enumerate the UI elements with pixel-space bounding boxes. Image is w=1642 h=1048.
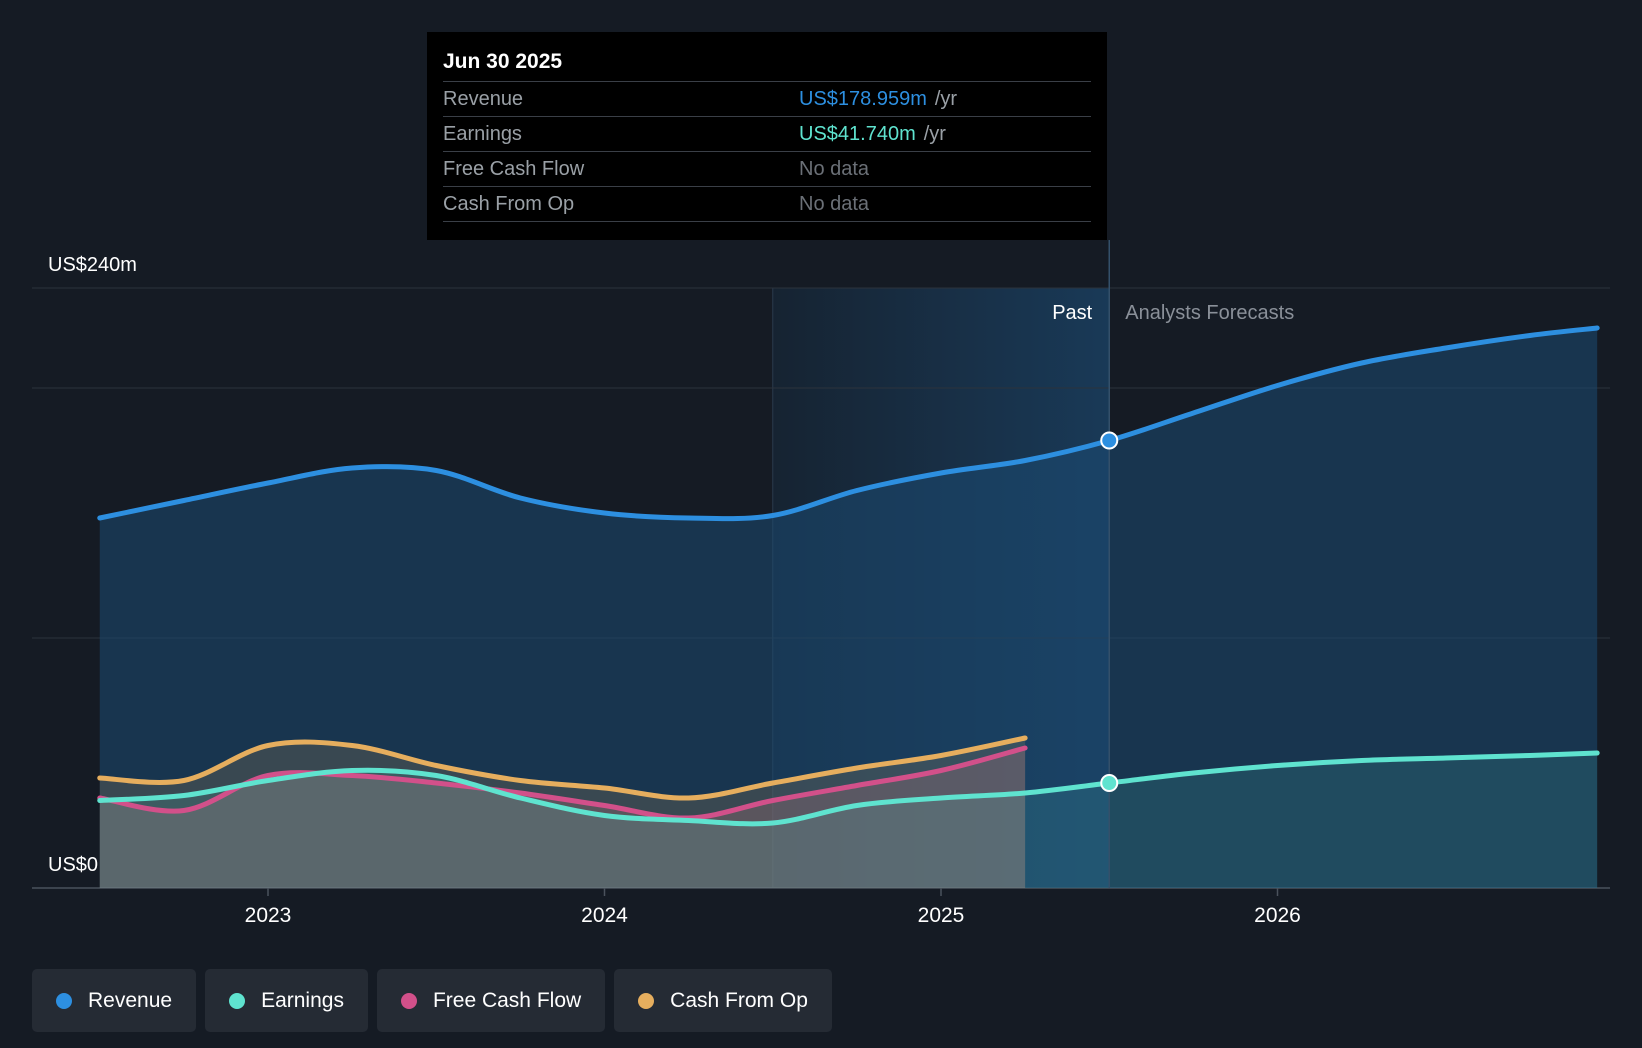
legend-label: Cash From Op	[670, 988, 808, 1012]
legend-label: Free Cash Flow	[432, 988, 582, 1012]
legend-item-revenue[interactable]: Revenue	[32, 969, 197, 1032]
legend-dot-icon	[400, 992, 417, 1009]
tooltip: Jun 30 2025 Revenue US$178.959m /yr Earn…	[427, 32, 1107, 240]
area-revenue	[99, 328, 1598, 888]
legend-item-free-cash-flow[interactable]: Free Cash Flow	[376, 969, 606, 1032]
x-tick-label: 2024	[581, 904, 628, 927]
marker-revenue	[1100, 431, 1119, 450]
line-cash-from-op	[97, 735, 1028, 801]
tooltip-row-cash-from-op: Cash From Op No data	[443, 186, 1091, 222]
line-earnings	[97, 750, 1600, 827]
x-tick-label: 2026	[1254, 904, 1301, 927]
tooltip-label: Cash From Op	[443, 192, 575, 215]
legend-dot-icon	[638, 992, 655, 1009]
hover-markers	[1100, 431, 1119, 792]
tooltip-value: US$178.959m	[799, 87, 927, 110]
tooltip-unit: /yr	[934, 87, 958, 110]
legend-label: Earnings	[261, 988, 344, 1012]
tooltip-unit: /yr	[923, 122, 946, 145]
y-axis-top-label: US$240m	[48, 254, 137, 276]
tooltip-label: Free Cash Flow	[443, 157, 585, 180]
legend-label: Revenue	[88, 988, 173, 1012]
legend-dot-icon	[56, 992, 72, 1009]
x-tick-label: 2023	[245, 904, 292, 927]
area-free-cash-flow	[99, 748, 1026, 888]
legend: Revenue Earnings Free Cash Flow Cash Fro…	[32, 969, 832, 1032]
tooltip-row-earnings: Earnings US$41.740m /yr	[443, 116, 1091, 151]
tooltip-label: Revenue	[443, 87, 524, 110]
tooltip-value: No data	[799, 192, 870, 215]
tooltip-value: No data	[799, 157, 870, 180]
tooltip-row-free-cash-flow: Free Cash Flow No data	[443, 151, 1091, 186]
series-lines	[97, 325, 1600, 827]
legend-dot-icon	[229, 992, 246, 1009]
line-revenue	[97, 325, 1600, 522]
marker-earnings	[1100, 774, 1119, 792]
tooltip-label: Earnings	[443, 122, 522, 145]
x-tick-label: 2025	[918, 904, 965, 927]
line-free-cash-flow	[97, 745, 1028, 821]
tooltip-date: Jun 30 2025	[443, 50, 563, 73]
forecast-label: Analysts Forecasts	[1125, 302, 1294, 324]
legend-item-earnings[interactable]: Earnings	[205, 969, 368, 1032]
y-axis-bottom-label: US$0	[48, 854, 98, 876]
tooltip-value: US$41.740m	[799, 122, 916, 145]
tooltip-row-revenue: Revenue US$178.959m /yr	[443, 81, 1091, 116]
legend-item-cash-from-op[interactable]: Cash From Op	[614, 969, 832, 1032]
past-label: Past	[1052, 302, 1092, 324]
x-axis-ticks: 2023 2024 2025 2026	[245, 888, 1301, 927]
